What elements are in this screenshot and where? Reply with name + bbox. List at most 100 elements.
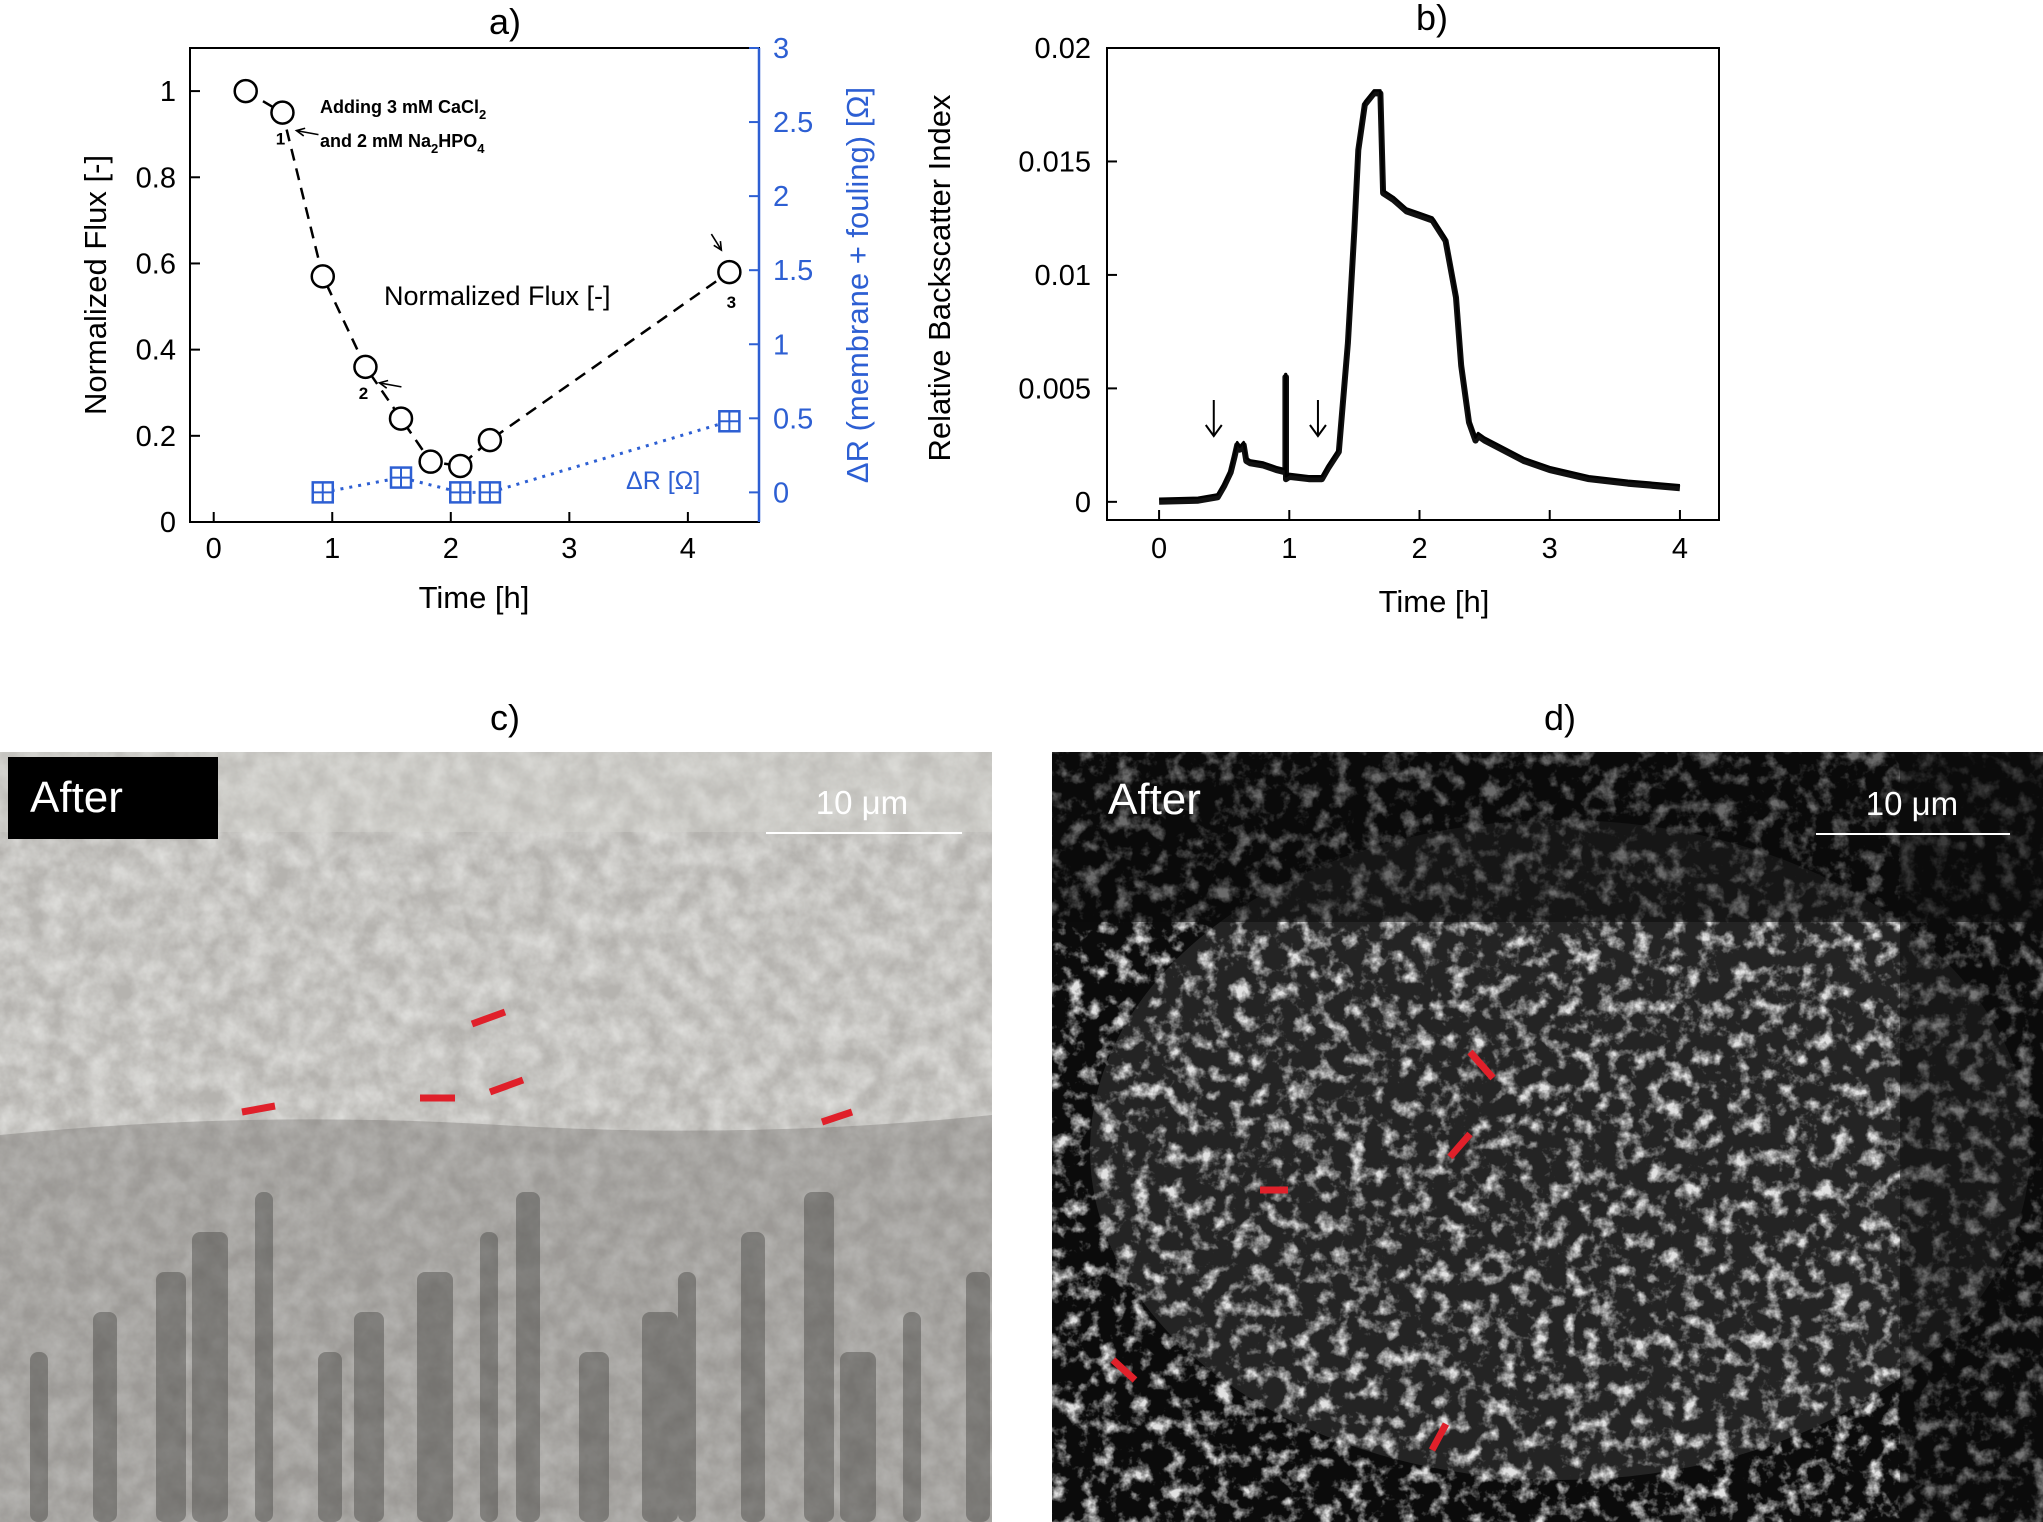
c-membrane-void [804,1192,834,1522]
a-flux-point [418,449,443,474]
a-xtick-label: 4 [680,533,696,565]
a-ytick-label: 0.8 [136,162,176,194]
crystal-marker [241,1102,276,1116]
panel-a-annotation-line1: Adding 3 mM CaCl2 [320,97,486,122]
a-y2tick-label: 2 [773,181,789,213]
sem-c-markers [241,1008,854,1126]
b-xtick-label: 0 [1151,533,1167,565]
panel-a-dr-label: ΔR [Ω] [626,467,700,495]
a-flux-point [233,78,258,104]
a-y2tick-label: 2.5 [773,107,813,139]
a-y2tick-label: 1 [773,329,789,361]
c-membrane-void [318,1352,342,1522]
a-ytick-label: 0.2 [136,421,176,453]
a-y2tick-label: 0 [773,477,789,509]
a-flux-point [717,259,742,285]
a-y2tick-label: 1.5 [773,255,813,287]
a-pointer-arrow [296,129,319,136]
b-ytick-label: 0 [1075,487,1091,519]
a-pointer-number: 1 [276,130,285,149]
panel-a-flux-label: Normalized Flux [-] [384,281,611,311]
a-ytick-label: 1 [160,76,176,108]
c-membrane-void [93,1312,117,1522]
a-dr-line [322,419,730,494]
c-membrane-void [255,1192,273,1522]
a-y2tick-label: 0.5 [773,403,813,435]
a-xtick-label: 3 [561,533,577,565]
panel-a-series [233,78,742,504]
sem-d-markers [1110,1049,1496,1452]
panel-a-pointers: 1 2 3 [276,127,736,403]
c-membrane-void [516,1192,540,1522]
panel-c-label: c) [490,697,520,738]
b-arrow-head [1309,424,1327,438]
a-flux-point [353,354,378,380]
a-xtick-label: 1 [324,533,340,565]
sem-c-tag-bg [8,757,218,839]
panel-a-x-axis: 0 1 2 3 4 [206,512,696,565]
b-ytick-label: 0.015 [1018,146,1091,178]
sem-d-scale-label: 10 μm [1866,785,1958,822]
c-membrane-void [480,1232,498,1522]
a-pointer-head [294,127,306,137]
a-flux-line [245,90,731,468]
c-membrane-void [156,1272,186,1522]
sem-image-d [1052,752,2043,1522]
a-pointer-arrow [379,382,402,388]
a-flux-point [388,406,414,431]
panel-a-label: a) [489,1,521,42]
panel-b-label: b) [1416,0,1448,38]
c-membrane-void [840,1352,876,1522]
a-pointer-head [713,241,723,252]
a-flux-point [310,264,336,289]
a-pointer-number: 2 [359,384,368,403]
c-membrane-void [579,1352,609,1522]
crystal-marker [1110,1357,1138,1383]
panel-a-ylabel: Normalized Flux [-] [78,155,113,415]
a-ytick-label: 0.6 [136,248,176,280]
b-backscatter-line [1159,90,1681,505]
a-flux-point [270,100,295,125]
b-xtick-label: 3 [1542,533,1558,565]
panel-a-xlabel: Time [h] [419,580,530,615]
b-arrow-head [1204,424,1223,438]
sem-image-c [0,752,992,1522]
panel-d-label: d) [1544,697,1576,738]
c-membrane-void [903,1312,921,1522]
panel-b-y-axis: 0 0.005 0.01 0.015 0.02 [1018,33,1117,519]
b-backscatter-noise-top [1159,89,1681,501]
a-xtick-label: 2 [443,533,459,565]
crystal-marker [488,1076,525,1096]
sem-c-tag: After [30,773,123,822]
b-ytick-label: 0.005 [1018,373,1091,405]
a-pointer-number: 3 [727,293,736,312]
a-xtick-label: 0 [206,533,222,565]
a-y2tick-label: 3 [773,33,789,65]
panel-a-left-axis: 0 0.2 0.4 0.6 0.8 1 [136,76,200,539]
b-xtick-label: 1 [1281,533,1297,565]
c-membrane-void [30,1352,48,1522]
panel-b-frame [1106,47,1720,521]
c-membrane-void [417,1272,453,1522]
b-xtick-label: 2 [1411,533,1427,565]
crystal-marker [1447,1131,1473,1160]
panel-a-annotation-line2: and 2 mM Na2HPO4 [320,131,485,156]
c-membrane-void [741,1232,765,1522]
sem-d-tag: After [1108,775,1201,824]
panel-c: c) After 10 μm [0,697,992,1522]
panel-b-arrows [1204,400,1327,438]
a-flux-point [448,453,473,479]
panel-a-y2label: ΔR (membrane + fouling) [Ω] [840,87,875,483]
panel-b-x-axis: 0 1 2 3 4 [1151,510,1688,565]
a-ytick-label: 0.4 [136,335,176,367]
panel-d: d) After 10 μm [1052,697,2043,1522]
c-membrane-void [678,1272,696,1522]
crystal-marker [470,1008,507,1028]
panel-b: b) 0 0.005 0.01 0.015 0.02 0 1 2 3 4 Time [h] Re… [922,0,1720,619]
c-membrane-void [354,1312,384,1522]
b-xtick-label: 4 [1672,533,1688,565]
panel-a-right-axis: 0 0.5 1 1.5 2 2.5 3 [749,33,813,522]
a-pointer-head [377,379,389,389]
panel-b-ylabel: Relative Backscatter Index [922,94,957,462]
